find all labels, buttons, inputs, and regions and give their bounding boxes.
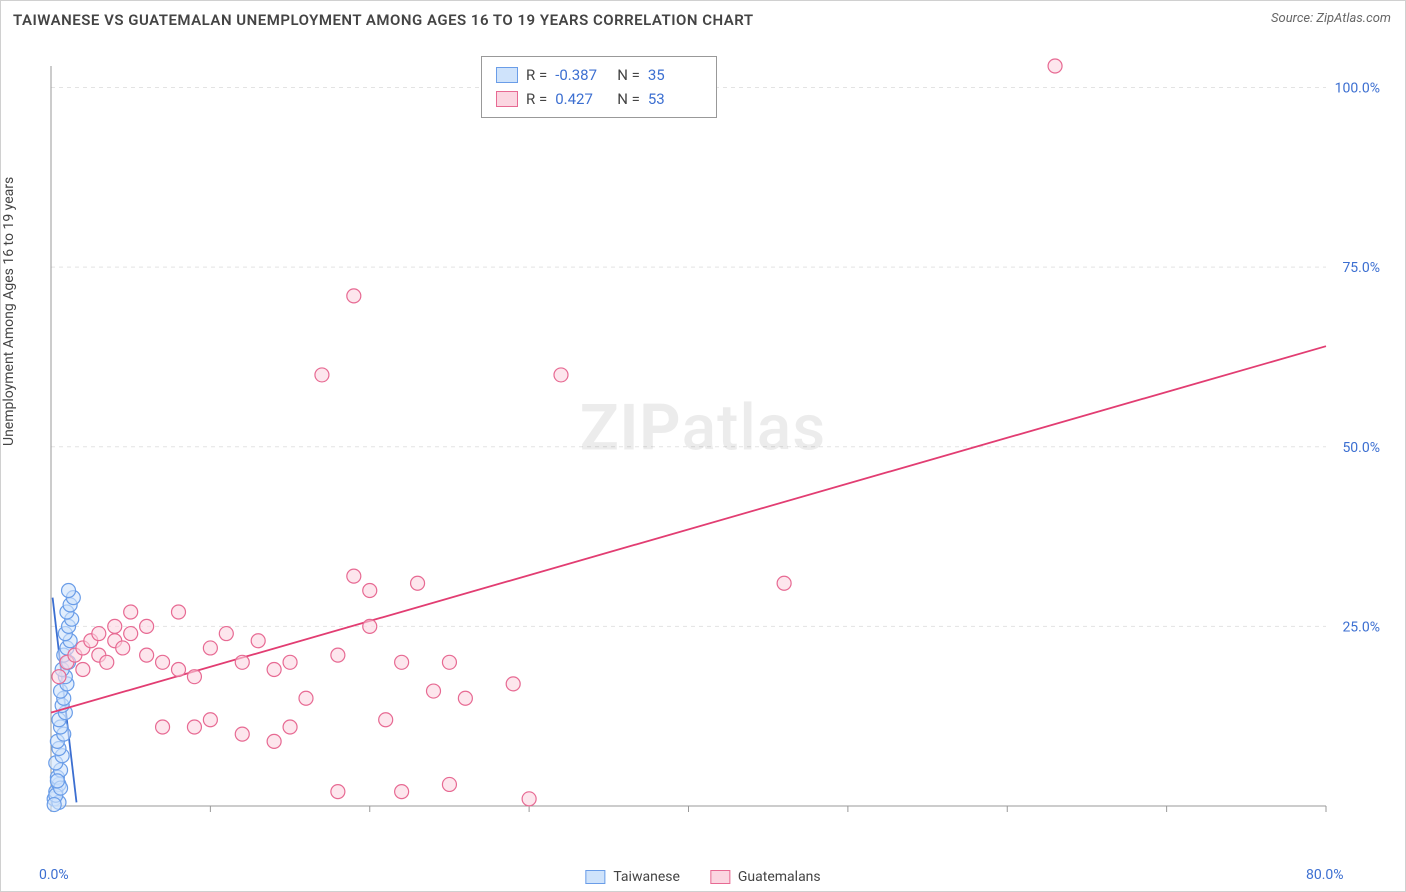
series-name: Taiwanese: [613, 869, 680, 885]
svg-text:25.0%: 25.0%: [1342, 619, 1380, 635]
series-legend-item: Guatemalans: [710, 869, 821, 885]
scatter-svg: 25.0% 50.0% 75.0% 100.0%: [46, 56, 1386, 836]
r-value: 0.427: [555, 87, 609, 111]
correlation-chart: TAIWANESE VS GUATEMALAN UNEMPLOYMENT AMO…: [0, 0, 1406, 892]
source-attribution: Source: ZipAtlas.com: [1271, 11, 1391, 26]
r-value: -0.387: [555, 63, 609, 87]
stats-legend: R = -0.387 N = 35 R = 0.427 N = 53: [481, 56, 717, 118]
r-label: R =: [526, 63, 547, 87]
y-axis-label: Unemployment Among Ages 16 to 19 years: [1, 177, 17, 446]
n-value: 35: [648, 63, 702, 87]
chart-title: TAIWANESE VS GUATEMALAN UNEMPLOYMENT AMO…: [13, 11, 754, 29]
r-label: R =: [526, 87, 547, 111]
series-legend-item: Taiwanese: [585, 869, 680, 885]
legend-swatch: [496, 91, 518, 107]
x-axis-max-label: 80.0%: [1306, 867, 1344, 883]
svg-text:50.0%: 50.0%: [1342, 440, 1380, 456]
n-label: N =: [617, 87, 640, 111]
stats-legend-row: R = 0.427 N = 53: [496, 87, 702, 111]
n-value: 53: [648, 87, 702, 111]
series-name: Guatemalans: [738, 869, 821, 885]
n-label: N =: [617, 63, 640, 87]
svg-text:100.0%: 100.0%: [1335, 81, 1380, 97]
legend-swatch: [710, 870, 730, 884]
svg-text:75.0%: 75.0%: [1342, 260, 1380, 276]
plot-area: 25.0% 50.0% 75.0% 100.0%: [46, 56, 1386, 836]
legend-swatch: [585, 870, 605, 884]
stats-legend-row: R = -0.387 N = 35: [496, 63, 702, 87]
legend-swatch: [496, 67, 518, 83]
x-axis-min-label: 0.0%: [39, 867, 69, 883]
series-legend: Taiwanese Guatemalans: [585, 869, 820, 885]
